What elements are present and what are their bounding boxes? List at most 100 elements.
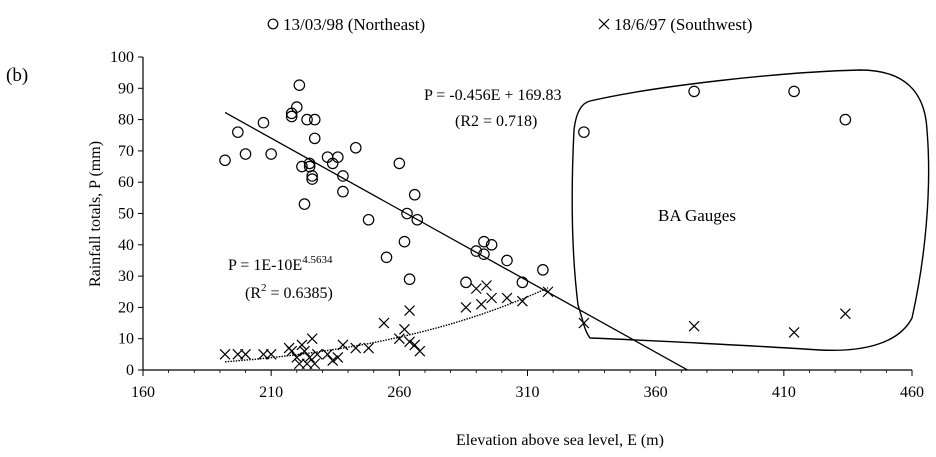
northeast-point: [393, 157, 406, 170]
panel-label: (b): [6, 65, 28, 86]
y-tick-label: 30: [118, 268, 134, 285]
x-tick-label: 210: [259, 384, 283, 401]
southwest-point: [332, 352, 344, 363]
southwest-point: [404, 305, 416, 316]
southwest-point: [378, 317, 390, 329]
linear-r2-label: (R2 = 0.718): [455, 113, 537, 130]
southwest-point: [399, 323, 410, 335]
northeast-point: [516, 276, 529, 289]
northeast-point: [337, 185, 349, 198]
northeast-point: [293, 79, 306, 91]
y-tick-label: 60: [118, 174, 134, 191]
linear-equation-label: P = -0.456E + 169.83: [424, 87, 561, 104]
ba-gauges-label: BA Gauges: [658, 206, 736, 225]
northeast-point: [501, 254, 513, 267]
northeast-point: [265, 148, 277, 160]
northeast-point: [257, 116, 270, 129]
northeast-point: [239, 148, 252, 160]
x-tick-label: 160: [131, 384, 155, 401]
southwest-point: [311, 348, 323, 360]
power-eq-main: P = 1E-10E: [228, 257, 302, 274]
y-axis-title: Rainfall totals, P (mm): [87, 141, 104, 287]
southwest-point: [788, 327, 800, 338]
northeast-point: [788, 85, 800, 98]
northeast-point: [401, 207, 413, 220]
southwest-point: [309, 358, 321, 370]
power-trendline: [224, 287, 549, 363]
northeast-point: [337, 170, 349, 182]
northeast-point: [485, 239, 498, 251]
southwest-point: [232, 348, 244, 360]
southwest-point: [299, 345, 310, 357]
northeast-point: [303, 157, 316, 170]
northeast-point: [219, 154, 231, 167]
x-axis-title: Elevation above sea level, E (m): [456, 432, 664, 449]
southwest-point: [688, 320, 700, 332]
northeast-point: [408, 188, 421, 201]
northeast-point: [296, 160, 308, 173]
northeast-point: [232, 126, 244, 138]
southwest-point: [475, 298, 487, 310]
legend-cross-marker: [598, 18, 610, 30]
y-tick-label: 90: [118, 80, 134, 97]
power-eq-exponent: 4.5634: [302, 254, 333, 266]
southwest-point: [414, 345, 426, 357]
southwest-point: [404, 336, 416, 348]
southwest-point: [301, 358, 313, 370]
southwest-point: [481, 280, 492, 291]
northeast-point: [298, 198, 311, 210]
power-equation-label: P = 1E-10E4.5634: [228, 254, 333, 274]
power-r2-value: = 0.6385): [267, 285, 333, 302]
x-tick-label: 360: [644, 384, 668, 401]
northeast-point: [308, 113, 321, 126]
northeast-point: [839, 113, 852, 126]
southwest-point: [839, 308, 851, 320]
legend: 13/03/98 (Northeast) 18/6/97 (Southwest): [267, 15, 752, 34]
legend-label-southwest: 18/6/97 (Southwest): [614, 15, 752, 34]
southwest-point: [578, 317, 590, 329]
northeast-point: [332, 151, 344, 163]
southwest-point: [322, 348, 333, 360]
x-tick-label: 310: [516, 384, 540, 401]
y-tick-label: 70: [118, 143, 134, 160]
northeast-point: [578, 126, 590, 138]
trendlines: [224, 111, 688, 371]
northeast-point: [362, 213, 375, 226]
southwest-point: [470, 283, 482, 295]
y-tick-label: 20: [118, 299, 134, 316]
northeast-point: [478, 235, 490, 248]
ba-gauges-region-outline: [571, 69, 930, 352]
legend-label-northeast: 13/03/98 (Northeast): [283, 15, 425, 34]
power-r2-sup: 2: [261, 282, 267, 294]
southwest-point: [409, 339, 421, 351]
y-tick-label: 10: [118, 331, 134, 348]
legend-circle-marker: [267, 18, 279, 30]
southwest-point: [306, 333, 318, 345]
southwest-point: [296, 339, 308, 351]
southwest-point: [516, 295, 528, 307]
northeast-point: [308, 132, 321, 145]
axes: 0 10 20 30 40 50 60 70 80 90 100 160 210 260 310 360 410…: [110, 49, 924, 401]
northeast-point: [306, 170, 318, 182]
southwest-point: [293, 358, 305, 370]
southwest-point: [501, 292, 513, 304]
southwest-point: [542, 286, 554, 298]
southwest-point: [337, 339, 349, 351]
southwest-point: [240, 348, 251, 360]
y-tick-label: 50: [118, 206, 134, 223]
northeast-point: [349, 141, 362, 154]
northeast-point: [398, 235, 411, 248]
northeast-point: [403, 273, 416, 286]
northeast-point: [460, 276, 472, 289]
northeast-point: [470, 245, 483, 257]
southwest-point: [286, 345, 298, 357]
northeast-point: [306, 173, 318, 185]
northeast-point: [380, 251, 393, 264]
southwest-point: [460, 301, 472, 313]
x-tick-label: 410: [772, 384, 796, 401]
linear-trendline: [224, 111, 688, 371]
y-tick-label: 80: [118, 112, 134, 129]
southwest-point: [265, 348, 277, 360]
